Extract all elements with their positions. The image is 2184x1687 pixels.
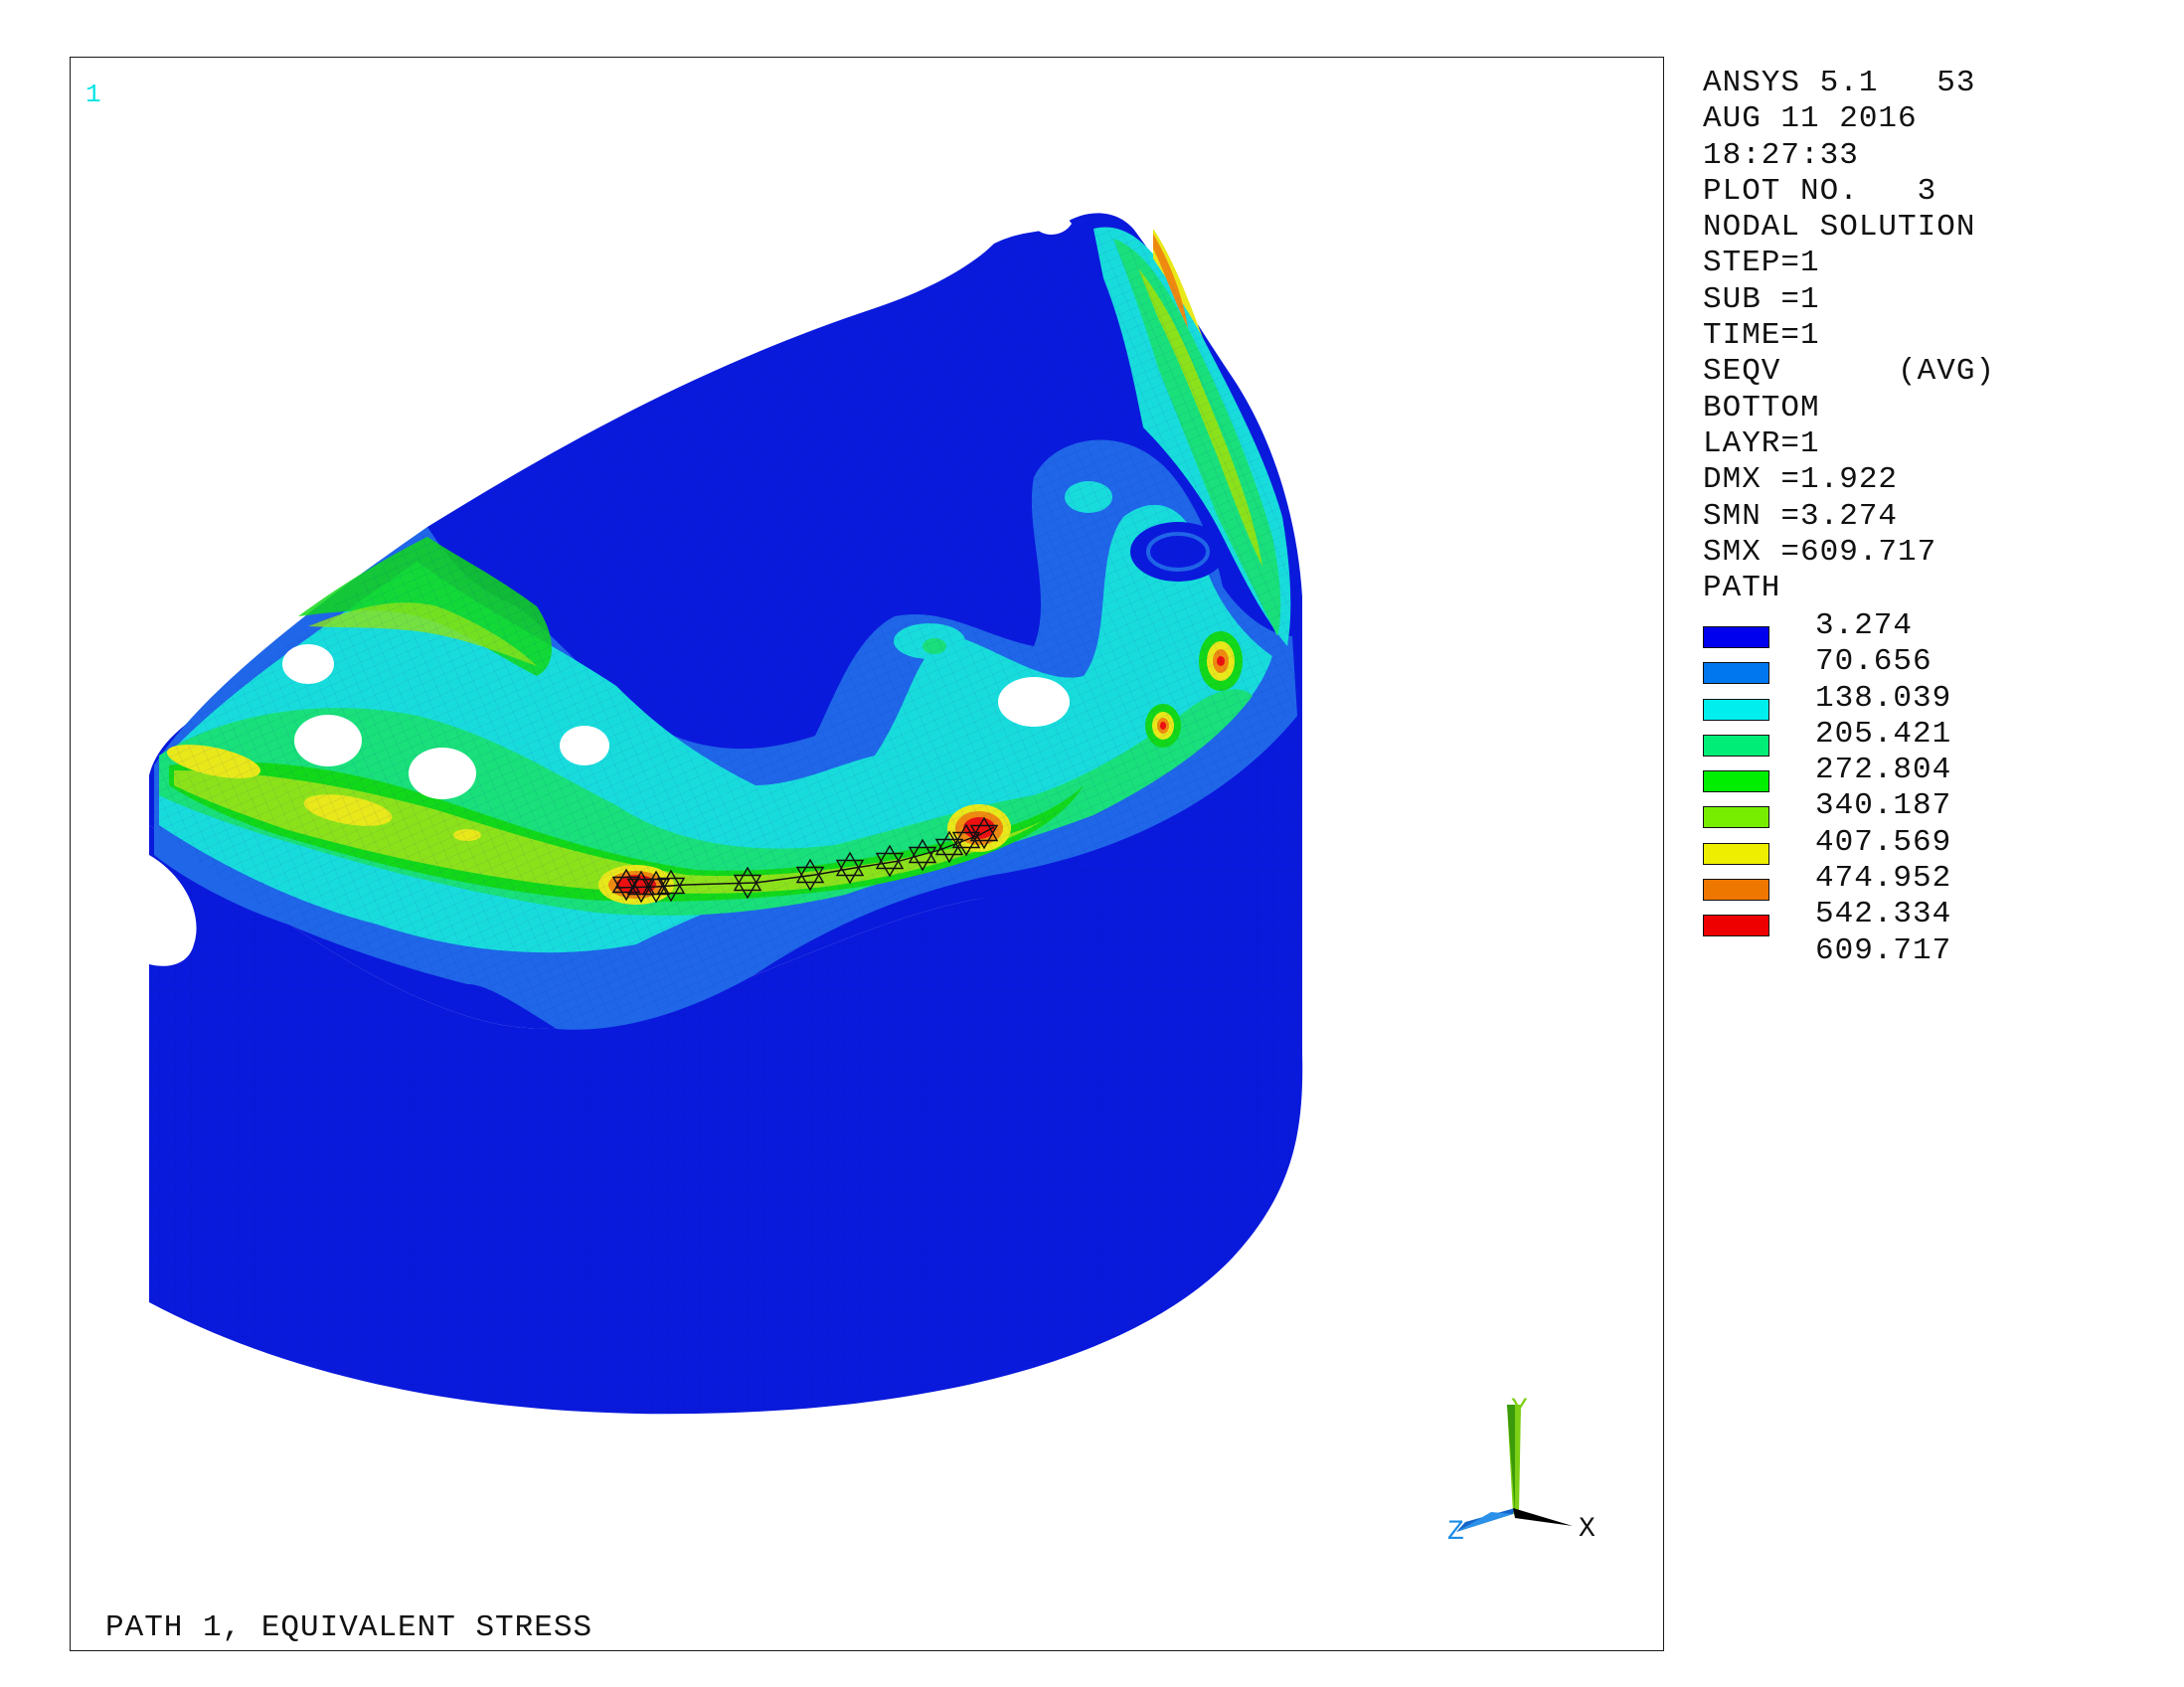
- legend-swatch: [1703, 915, 1769, 937]
- path-marker: [656, 869, 686, 903]
- path-marker: [795, 858, 825, 892]
- path-marker: [875, 844, 905, 878]
- plot-info-panel: ANSYS 5.1 53 AUG 11 2016 18:27:33 PLOT NO. …: [1703, 66, 1995, 606]
- plot-caption: PATH 1, EQUIVALENT STRESS: [105, 1610, 593, 1645]
- legend-value: 609.717: [1815, 932, 1952, 968]
- info-line: LAYR=1: [1703, 425, 1820, 461]
- path-marker: [733, 866, 762, 900]
- legend-swatch: [1703, 698, 1769, 721]
- legend-swatch: [1703, 626, 1769, 648]
- legend-swatch: [1703, 842, 1769, 865]
- legend-swatch: [1703, 770, 1769, 793]
- legend-value: 407.569: [1815, 824, 1952, 860]
- info-line: NODAL SOLUTION: [1703, 210, 1976, 246]
- window-number: 1: [85, 80, 101, 109]
- path-marker: [951, 823, 981, 857]
- info-line: DMX =1.922: [1703, 462, 1899, 498]
- bolt-hole: [294, 715, 362, 766]
- path-markers: [611, 816, 999, 904]
- info-line: ANSYS 5.1 53: [1703, 66, 1976, 100]
- legend-value: 542.334: [1815, 897, 1952, 932]
- legend-swatch: [1703, 734, 1769, 757]
- info-line: 18:27:33: [1703, 137, 1859, 173]
- info-line: SMN =3.274: [1703, 498, 1899, 534]
- triad-x-arrow: [1513, 1508, 1573, 1526]
- legend-value: 205.421: [1815, 716, 1952, 752]
- info-line: AUG 11 2016: [1703, 101, 1918, 137]
- path-marker: [641, 870, 671, 904]
- legend-value: 70.656: [1815, 644, 1932, 680]
- path-marker: [908, 838, 937, 872]
- path-marker: [969, 816, 999, 850]
- info-line: STEP=1: [1703, 246, 1820, 281]
- legend-value: 138.039: [1815, 680, 1952, 716]
- legend-value: 340.187: [1815, 788, 1952, 824]
- bolt-hole: [282, 644, 334, 684]
- info-line: BOTTOM: [1703, 390, 1820, 425]
- bolt-hole: [409, 748, 476, 799]
- side-notch: [149, 855, 197, 966]
- legend-value: 3.274: [1815, 608, 1914, 643]
- legend-swatch: [1703, 662, 1769, 685]
- info-line: SUB =1: [1703, 281, 1820, 317]
- coordinate-triad: Y Z X: [1447, 1397, 1596, 1546]
- info-line: TIME=1: [1703, 318, 1820, 354]
- bolt-hole: [560, 726, 609, 765]
- info-line: PLOT NO. 3: [1703, 173, 1937, 209]
- triad-z-label: Z: [1447, 1517, 1464, 1546]
- info-line: SEQV (AVG): [1703, 354, 1996, 390]
- bolt-hole: [998, 677, 1070, 727]
- path-marker: [835, 851, 865, 885]
- legend-value: 272.804: [1815, 753, 1952, 788]
- triad-y-label: Y: [1511, 1397, 1528, 1426]
- legend-swatch: [1703, 806, 1769, 829]
- legend-value: 474.952: [1815, 861, 1952, 897]
- triad-x-label: X: [1579, 1514, 1596, 1545]
- top-notch: [1034, 215, 1072, 235]
- path-marker: [626, 870, 656, 904]
- legend-swatch: [1703, 879, 1769, 902]
- info-line: SMX =609.717: [1703, 534, 1937, 570]
- info-line: PATH: [1703, 571, 1781, 606]
